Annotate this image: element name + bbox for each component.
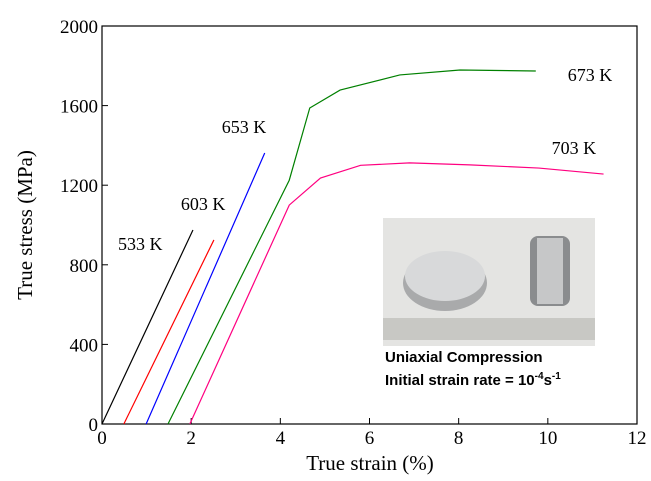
series-line <box>101 229 194 425</box>
y-tick-label: 400 <box>70 335 99 356</box>
rate-exp: -4 <box>535 371 544 382</box>
series-label: 603 K <box>181 194 226 214</box>
x-tick-label: 12 <box>628 428 647 449</box>
x-tick-label: 0 <box>97 428 107 449</box>
series-label: 533 K <box>118 234 163 254</box>
y-tick-label: 1200 <box>60 176 98 197</box>
series-line <box>123 239 215 425</box>
series-line <box>167 69 536 425</box>
rate-unit: s <box>544 372 552 389</box>
x-tick-label: 2 <box>186 428 196 449</box>
x-tick-label: 4 <box>276 428 286 449</box>
y-tick-label: 800 <box>70 256 99 277</box>
y-axis-label: True stress (MPa) <box>13 150 37 300</box>
x-tick-label: 8 <box>454 428 464 449</box>
rate-text: Initial strain rate = 10 <box>385 372 535 389</box>
series-label: 653 K <box>222 117 267 137</box>
series-label: 703 K <box>552 138 597 158</box>
series-label: 673 K <box>568 65 613 85</box>
x-tick-label: 10 <box>538 428 557 449</box>
x-tick-label: 6 <box>365 428 375 449</box>
inset-rate: Initial strain rate = 10-4s-1 <box>385 371 561 389</box>
y-tick-label: 2000 <box>60 17 98 38</box>
x-axis-label: True strain (%) <box>306 451 434 475</box>
series-line <box>189 162 604 425</box>
y-tick-label: 1600 <box>60 97 98 118</box>
rate-exp: -1 <box>552 371 561 382</box>
photo-inset <box>383 218 595 346</box>
series-line <box>145 152 266 425</box>
y-tick-label: 0 <box>89 415 99 436</box>
inset-title: Uniaxial Compression <box>385 349 543 366</box>
